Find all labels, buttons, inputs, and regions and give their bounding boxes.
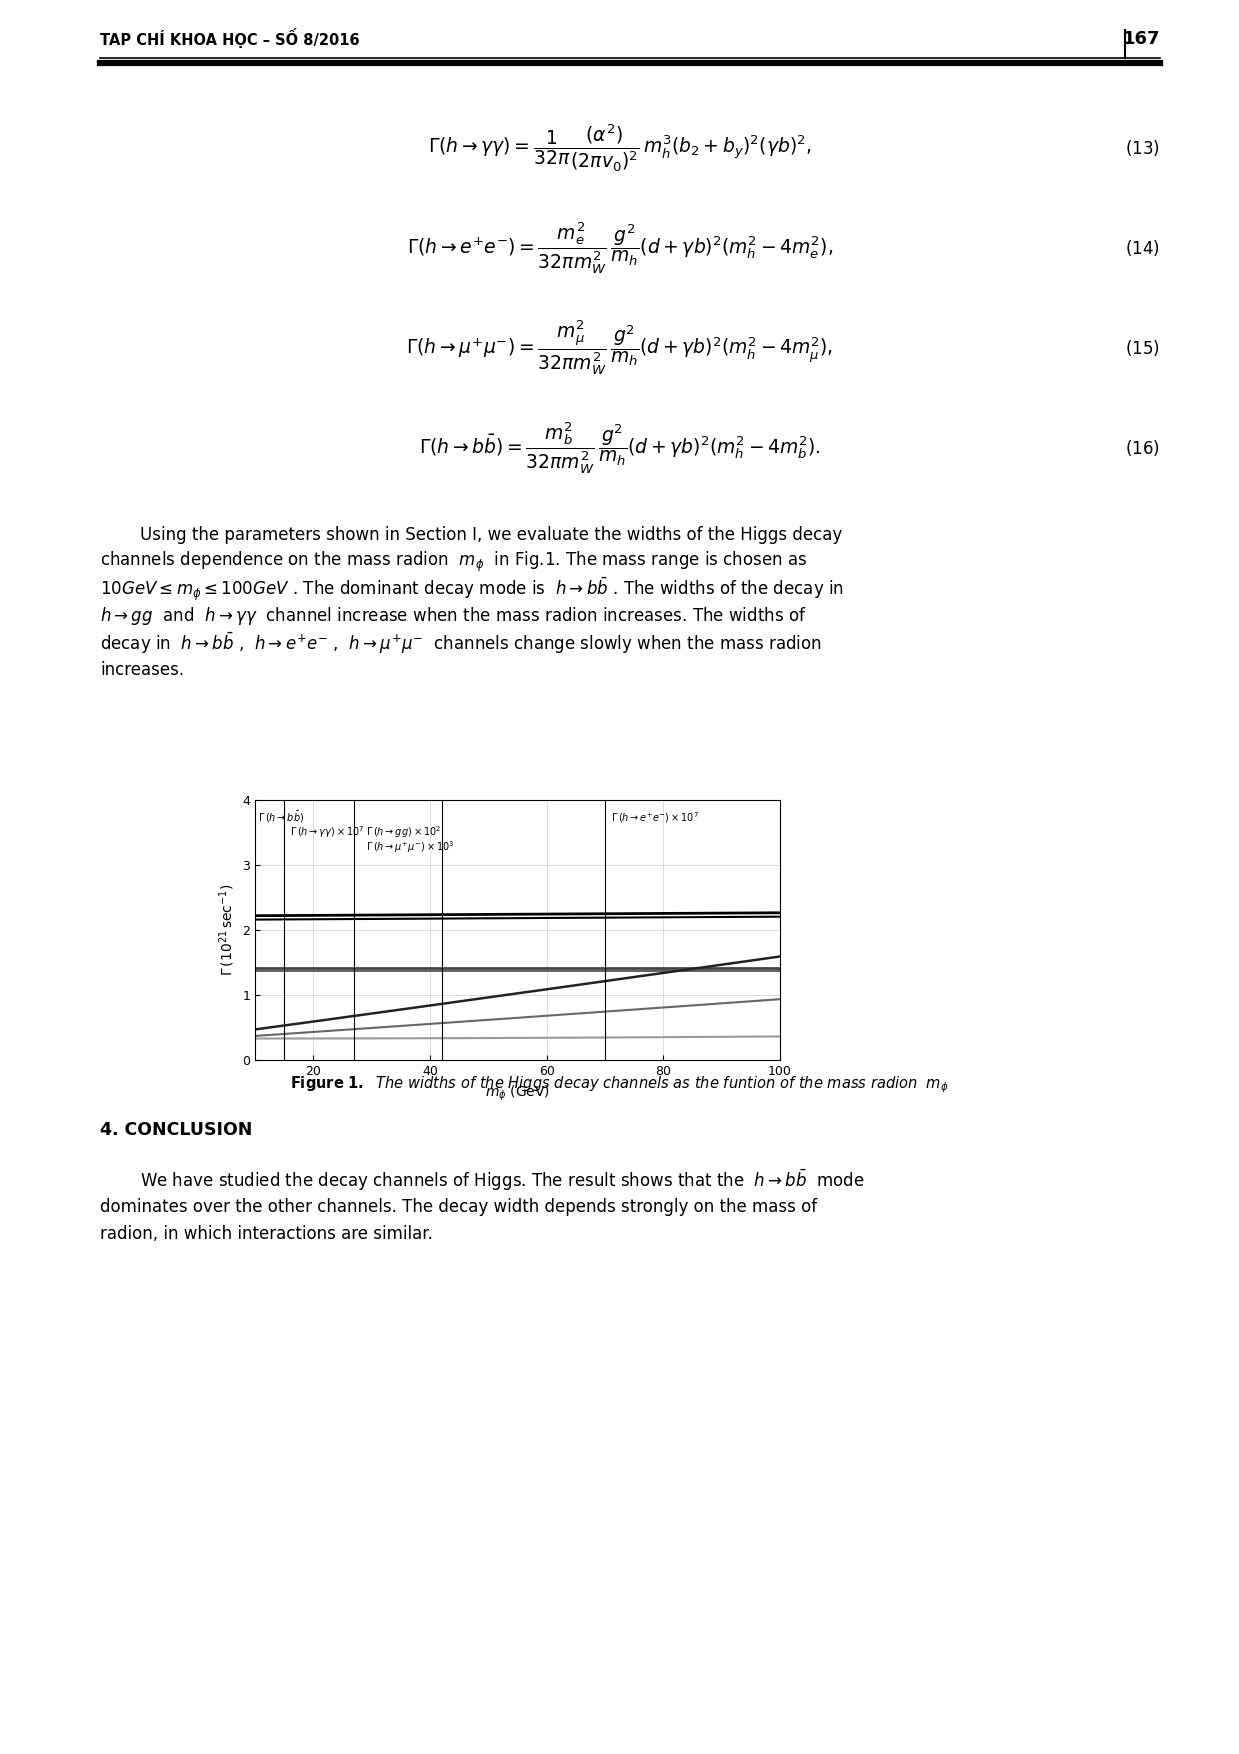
Text: TAP CHÍ KHOA HỌC – SỐ 8/2016: TAP CHÍ KHOA HỌC – SỐ 8/2016: [100, 28, 359, 47]
Text: radion, in which interactions are similar.: radion, in which interactions are simila…: [100, 1224, 432, 1244]
Text: $\Gamma(h \rightarrow \gamma\gamma) = \dfrac{1}{32\pi} \dfrac{(\alpha^{2})}{(2\p: $\Gamma(h \rightarrow \gamma\gamma) = \d…: [429, 123, 812, 174]
X-axis label: $m_{\phi}$ (GeV): $m_{\phi}$ (GeV): [484, 1084, 550, 1103]
Text: $\Gamma\,(h \rightarrow \gamma\gamma) \times 10^{7}$: $\Gamma\,(h \rightarrow \gamma\gamma) \t…: [290, 824, 364, 840]
Text: Using the parameters shown in Section I, we evaluate the widths of the Higgs dec: Using the parameters shown in Section I,…: [140, 526, 843, 544]
Text: $\Gamma\,(h \rightarrow e^{+}e^{-}) \times 10^{7}$: $\Gamma\,(h \rightarrow e^{+}e^{-}) \tim…: [611, 810, 699, 824]
Text: dominates over the other channels. The decay width depends strongly on the mass : dominates over the other channels. The d…: [100, 1198, 818, 1216]
Y-axis label: $\Gamma\,(10^{21}\,\mathrm{sec}^{-1})$: $\Gamma\,(10^{21}\,\mathrm{sec}^{-1})$: [217, 884, 237, 977]
Text: $10GeV \leq m_{\phi} \leq 100GeV$ . The dominant decay mode is  $h \rightarrow b: $10GeV \leq m_{\phi} \leq 100GeV$ . The …: [100, 575, 844, 603]
Text: $\Gamma\,(h \rightarrow gg) \times 10^{2}$: $\Gamma\,(h \rightarrow gg) \times 10^{2…: [366, 824, 441, 840]
Text: increases.: increases.: [100, 661, 185, 679]
Text: channels dependence on the mass radion  $m_{\phi}$  in Fig.1. The mass range is : channels dependence on the mass radion $…: [100, 551, 808, 574]
Text: $\mathbf{Figure\ 1.}$  $\it{The\ widths\ of\ the\ Higgs\ decay\ channels\ as\ th: $\mathbf{Figure\ 1.}$ $\it{The\ widths\ …: [290, 1075, 949, 1094]
Text: 4. CONCLUSION: 4. CONCLUSION: [100, 1121, 253, 1138]
Text: $(14)$: $(14)$: [1125, 239, 1160, 258]
Text: We have studied the decay channels of Higgs. The result shows that the  $h \righ: We have studied the decay channels of Hi…: [140, 1166, 865, 1193]
Text: $\Gamma(h \rightarrow e^{+}e^{-}) = \dfrac{m_{e}^{2}}{32\pi m_{W}^{2}}\,\dfrac{g: $\Gamma(h \rightarrow e^{+}e^{-}) = \dfr…: [406, 219, 833, 275]
Text: decay in  $h \rightarrow b\bar{b}$ ,  $h \rightarrow e^{+}e^{-}$ ,  $h \rightarr: decay in $h \rightarrow b\bar{b}$ , $h \…: [100, 630, 821, 656]
Text: $(13)$: $(13)$: [1125, 139, 1160, 158]
Text: 167: 167: [1123, 30, 1160, 47]
Text: $\Gamma(h \rightarrow b\bar{b}) = \dfrac{m_{b}^{2}}{32\pi m_{W}^{2}}\,\dfrac{g^{: $\Gamma(h \rightarrow b\bar{b}) = \dfrac…: [419, 419, 821, 475]
Text: $\Gamma(h \rightarrow \mu^{+}\mu^{-}) = \dfrac{m_{\mu}^{2}}{32\pi m_{W}^{2}}\,\d: $\Gamma(h \rightarrow \mu^{+}\mu^{-}) = …: [406, 319, 834, 377]
Text: $\Gamma\,(h \rightarrow \mu^{+}\mu^{-}) \times 10^{3}$: $\Gamma\,(h \rightarrow \mu^{+}\mu^{-}) …: [366, 838, 455, 854]
Text: $h \rightarrow gg$  and  $h \rightarrow \gamma\gamma$  channel increase when the: $h \rightarrow gg$ and $h \rightarrow \g…: [100, 605, 807, 626]
Text: $(16)$: $(16)$: [1125, 438, 1160, 458]
Text: $(15)$: $(15)$: [1125, 339, 1160, 358]
Text: $\Gamma\,(h \rightarrow b\bar{b})$: $\Gamma\,(h \rightarrow b\bar{b})$: [258, 810, 305, 824]
